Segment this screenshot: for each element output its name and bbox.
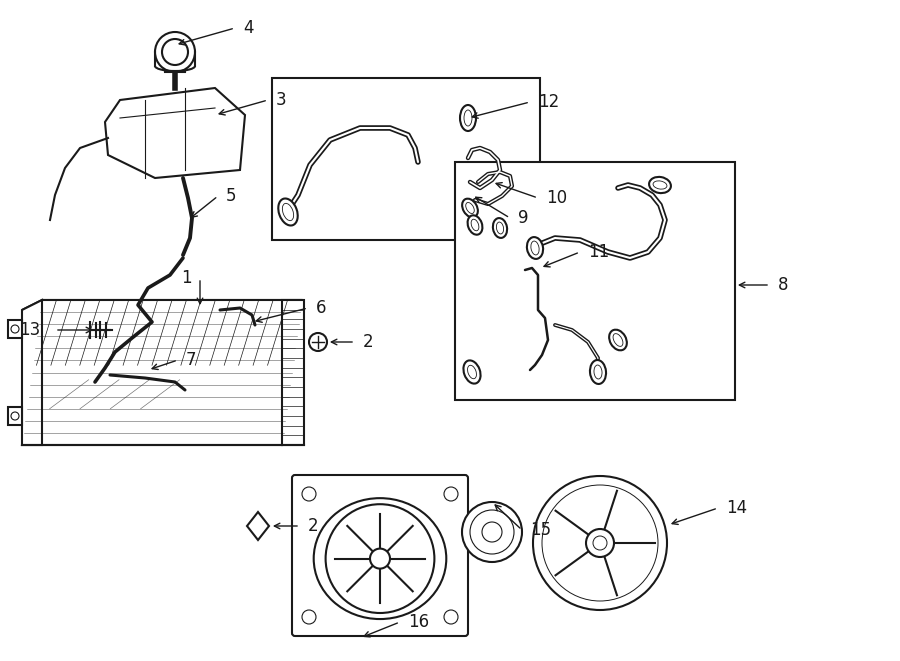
Polygon shape [22,300,302,445]
Text: 13: 13 [19,321,40,339]
Text: 10: 10 [546,189,567,207]
Circle shape [444,487,458,501]
Polygon shape [105,88,245,178]
Polygon shape [8,320,22,338]
Bar [455,162,735,400]
Ellipse shape [468,215,482,235]
Polygon shape [8,407,22,425]
Ellipse shape [526,237,543,259]
Circle shape [155,32,195,72]
Ellipse shape [493,218,507,238]
Ellipse shape [278,198,298,225]
Polygon shape [282,300,304,445]
Text: 14: 14 [726,499,747,517]
Bar [272,78,540,240]
Text: 5: 5 [226,187,237,205]
Text: 1: 1 [182,269,192,287]
Text: 2: 2 [308,517,319,535]
Ellipse shape [460,105,476,131]
Text: 7: 7 [186,351,196,369]
Text: 9: 9 [518,209,528,227]
Ellipse shape [649,177,670,193]
Circle shape [533,476,667,610]
Text: 3: 3 [276,91,286,109]
Circle shape [302,610,316,624]
Text: 2: 2 [363,333,374,351]
Circle shape [462,502,522,562]
FancyBboxPatch shape [292,475,468,636]
Circle shape [309,333,327,351]
Circle shape [444,610,458,624]
Circle shape [370,549,390,568]
Text: 12: 12 [538,93,559,111]
Text: 8: 8 [778,276,788,294]
Polygon shape [247,512,269,540]
Text: 6: 6 [316,299,327,317]
Text: 15: 15 [530,521,551,539]
Text: 11: 11 [588,243,609,261]
Polygon shape [22,300,302,310]
Ellipse shape [590,360,606,384]
Ellipse shape [609,330,626,350]
Text: 4: 4 [243,19,254,37]
Circle shape [302,487,316,501]
Ellipse shape [462,199,478,217]
Text: 16: 16 [408,613,429,631]
Polygon shape [22,300,42,445]
Ellipse shape [464,360,481,383]
Circle shape [586,529,614,557]
